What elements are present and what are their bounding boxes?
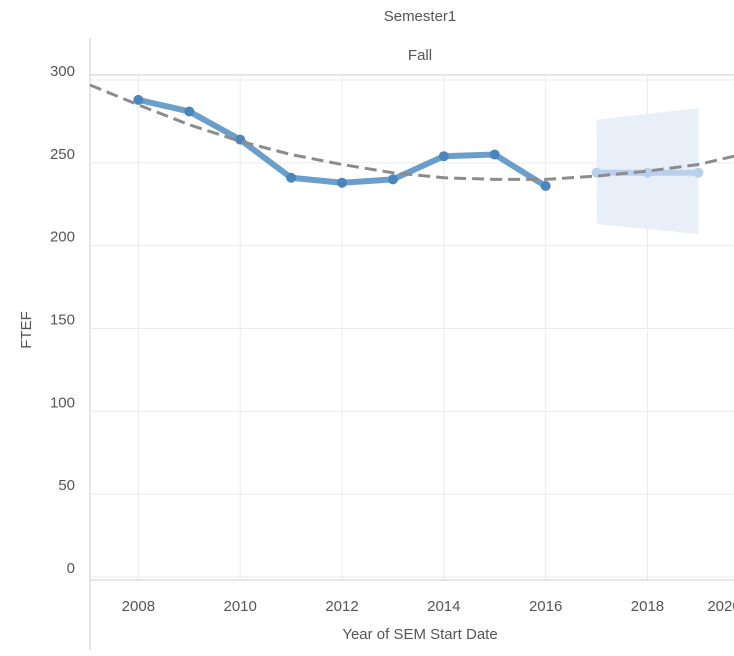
point <box>387 174 398 185</box>
point <box>693 167 704 178</box>
x-tick-label: 2014 <box>427 598 460 615</box>
y-tick-label: 0 <box>67 560 75 577</box>
y-tick-label: 200 <box>50 229 75 246</box>
y-axis-title: FTEF <box>18 311 35 349</box>
row-header: Fall <box>408 47 432 64</box>
y-tick-label: 50 <box>58 477 75 494</box>
point <box>133 94 144 105</box>
x-tick-label: 2010 <box>223 598 256 615</box>
column-header: Semester1 <box>384 8 457 25</box>
x-tick-label: 2008 <box>122 598 155 615</box>
x-axis-title: Year of SEM Start Date <box>342 626 497 643</box>
y-tick-label: 250 <box>50 146 75 163</box>
point <box>540 181 551 192</box>
point <box>337 177 347 188</box>
x-tick-label: 2012 <box>325 598 358 615</box>
x-tick-label: 2018 <box>631 598 664 615</box>
point <box>184 106 195 117</box>
x-tick-label: 2016 <box>529 598 562 615</box>
y-tick-label: 300 <box>50 63 75 80</box>
trend-line <box>89 83 734 181</box>
point <box>489 149 500 160</box>
point <box>286 172 297 183</box>
point <box>438 151 449 162</box>
y-tick-label: 100 <box>50 394 75 411</box>
y-tick-label: 150 <box>50 311 75 328</box>
x-tick-label: 2020 <box>707 598 734 615</box>
